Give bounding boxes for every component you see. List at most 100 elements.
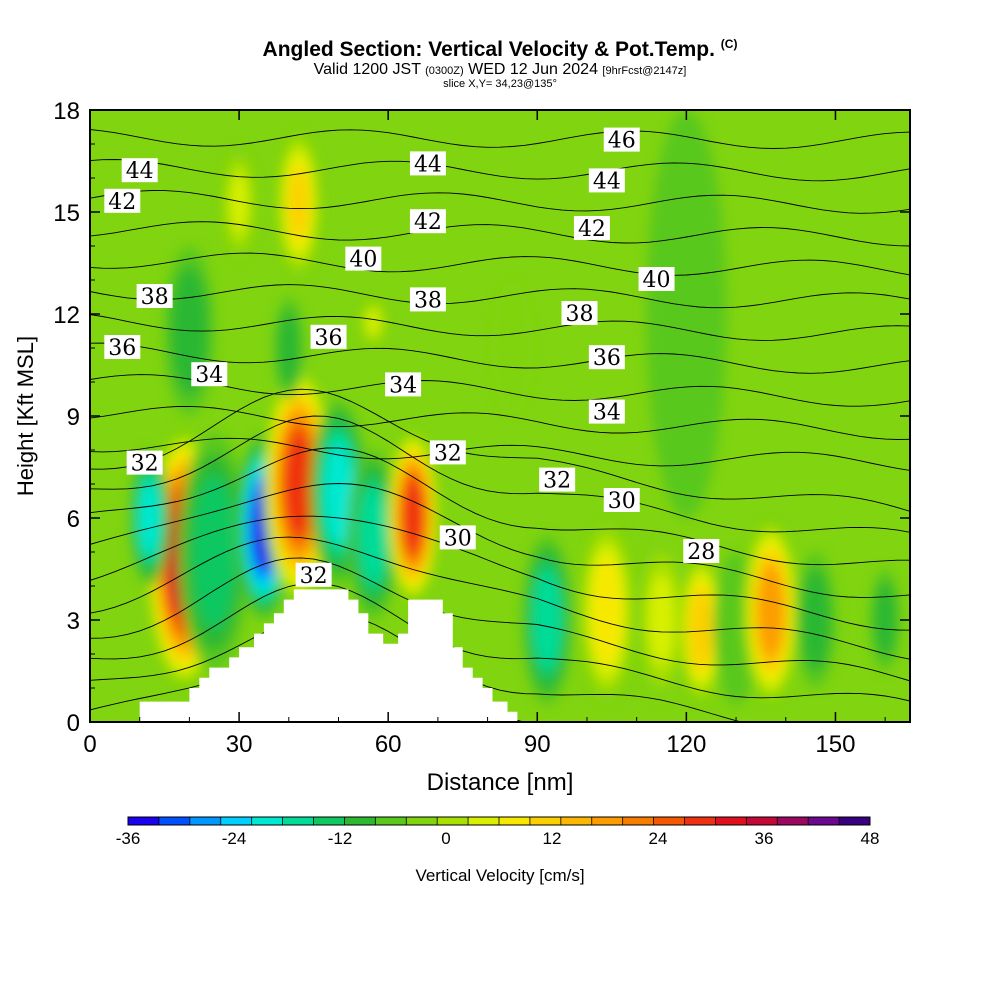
svg-text:28: 28 — [687, 540, 715, 565]
colorbar-swatch — [220, 817, 253, 825]
theta-label: 44 — [121, 158, 158, 184]
svg-text:40: 40 — [643, 268, 671, 293]
velocity-cell — [387, 429, 440, 603]
colorbar-swatch — [591, 817, 624, 825]
colorbar-tick-label: -36 — [116, 829, 141, 848]
velocity-cell — [347, 450, 399, 620]
theta-label: 30 — [603, 488, 640, 514]
theta-contour — [90, 159, 910, 182]
svg-text:46: 46 — [608, 129, 636, 154]
theta-contour — [90, 582, 910, 702]
theta-label: 38 — [561, 301, 598, 327]
velocity-cell — [221, 144, 257, 263]
theta-label: 38 — [409, 287, 446, 313]
theta-label: 32 — [126, 450, 163, 477]
colorbar-swatch — [746, 817, 778, 825]
colorbar-tick-label: -12 — [328, 829, 353, 848]
svg-text:30: 30 — [444, 526, 472, 551]
colorbar-swatch — [560, 817, 593, 825]
svg-text:40: 40 — [349, 248, 377, 273]
svg-text:44: 44 — [414, 152, 442, 177]
velocity-band — [281, 320, 297, 376]
theta-label: 42 — [573, 216, 610, 242]
colorbar-swatch — [468, 817, 500, 825]
x-tick-label: 150 — [815, 731, 855, 758]
colorbar-swatch — [189, 817, 222, 825]
theta-label: 38 — [136, 284, 173, 310]
x-axis-label: Distance [nm] — [427, 769, 574, 796]
theta-contour — [90, 284, 910, 309]
velocity-band — [537, 582, 558, 658]
velocity-band — [595, 570, 619, 653]
theta-contour — [90, 613, 744, 722]
velocity-cell — [678, 552, 725, 705]
colorbar-swatch — [839, 817, 871, 825]
velocity-cell — [742, 518, 799, 705]
velocity-band — [198, 495, 230, 609]
velocity-cell — [492, 280, 533, 416]
velocity-band — [761, 575, 781, 648]
colorbar-swatch — [437, 817, 469, 825]
theta-label: 40 — [638, 267, 675, 293]
svg-text:32: 32 — [300, 564, 328, 589]
theta-label: 32 — [295, 562, 332, 589]
velocity-cell — [578, 518, 635, 705]
velocity-cell — [178, 433, 250, 671]
velocity-cell — [275, 127, 322, 280]
theta-label: 34 — [588, 399, 625, 426]
velocity-band — [499, 303, 526, 393]
y-tick-label: 3 — [67, 608, 80, 635]
velocity-band — [230, 171, 248, 236]
velocity-cell — [795, 552, 836, 688]
svg-text:38: 38 — [414, 288, 442, 313]
velocity-band — [648, 574, 675, 666]
velocity-band — [805, 583, 826, 657]
svg-text:38: 38 — [141, 285, 169, 310]
colorbar: -36 -24 -12 0 12 24 36 48 — [116, 816, 879, 848]
x-tick-label: 60 — [375, 731, 402, 758]
colorbar-tick-label: 0 — [441, 829, 450, 848]
theta-contour — [90, 374, 910, 407]
colorbar-swatch — [653, 817, 685, 825]
velocity-band — [877, 592, 893, 648]
theta-contours — [90, 129, 910, 722]
theta-label: 34 — [191, 362, 228, 388]
colorbar-swatch — [622, 817, 654, 825]
x-tick-label: 120 — [666, 731, 706, 758]
velocity-cell — [869, 569, 901, 671]
svg-text:36: 36 — [108, 336, 136, 361]
theta-contour — [90, 483, 910, 598]
theta-label: 44 — [409, 151, 446, 177]
colorbar-swatch — [344, 817, 376, 825]
colorbar-tick-label: 36 — [755, 829, 774, 848]
y-tick-label: 18 — [53, 98, 80, 125]
theta-label: 44 — [588, 168, 625, 194]
theta-contour — [90, 405, 910, 440]
colorbar-swatch — [406, 817, 438, 825]
svg-text:44: 44 — [593, 169, 621, 194]
theta-contour — [90, 536, 910, 660]
colorbar-swatch — [499, 817, 531, 825]
velocity-cell — [646, 110, 727, 518]
theta-label: 42 — [104, 188, 141, 215]
colorbar-tick-label: 12 — [543, 829, 562, 848]
velocity-cell — [273, 297, 305, 399]
theta-label: 28 — [683, 539, 720, 565]
theta-contour — [90, 342, 910, 374]
colorbar-swatch — [684, 817, 716, 825]
y-tick-label: 6 — [67, 506, 80, 533]
svg-text:36: 36 — [315, 326, 343, 351]
terrain-mask — [139, 589, 518, 722]
velocity-band — [142, 489, 158, 547]
theta-contour — [90, 557, 910, 682]
svg-text:36: 36 — [593, 346, 621, 371]
svg-text:32: 32 — [543, 469, 571, 494]
terrain-edge — [90, 710, 140, 722]
velocity-band — [287, 440, 311, 528]
theta-label: 46 — [603, 127, 640, 154]
y-tick-label: 12 — [53, 302, 80, 329]
svg-text:34: 34 — [389, 373, 417, 398]
x-tick-label: 30 — [226, 731, 253, 758]
colorbar-swatch — [715, 817, 747, 825]
